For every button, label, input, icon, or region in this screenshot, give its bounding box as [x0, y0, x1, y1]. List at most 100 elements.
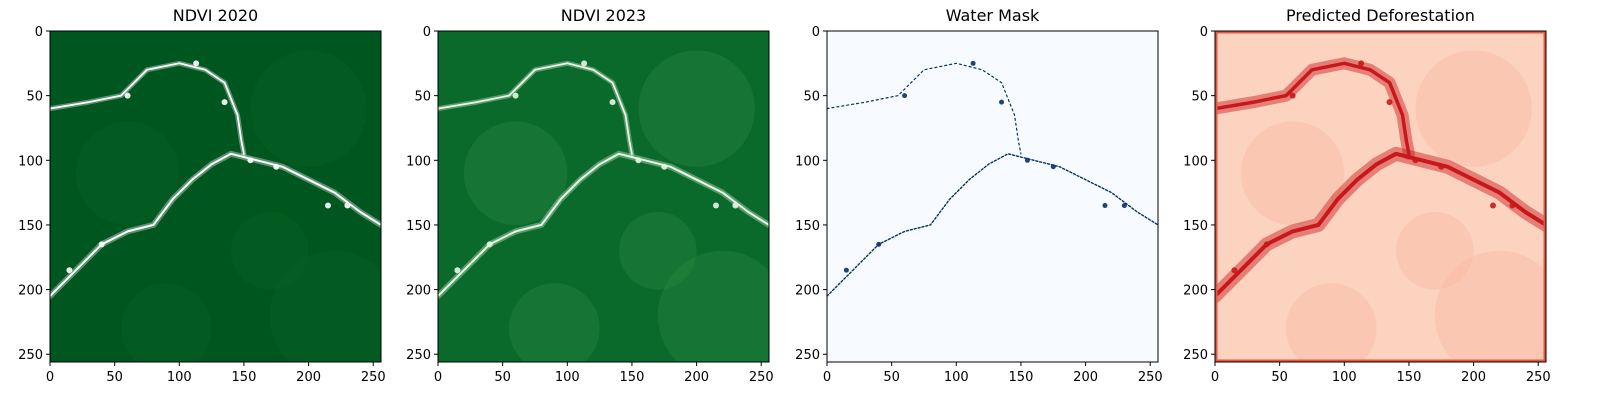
feature-cluster: [661, 163, 668, 170]
texture-blob: [1286, 283, 1377, 362]
y-tick-label: 150: [406, 219, 431, 234]
y-tick-label: 250: [1183, 348, 1208, 363]
feature-cluster: [999, 99, 1005, 105]
edge-artifact: [1215, 31, 1546, 362]
x-tick-label: 50: [883, 370, 900, 385]
feature-cluster: [843, 267, 849, 273]
river-line: [50, 152, 381, 298]
texture-blob: [657, 250, 769, 362]
y-tick-label: 50: [26, 90, 43, 105]
x-tick-label: 250: [1526, 370, 1551, 385]
feature-cluster: [581, 60, 588, 67]
y-tick-label: 0: [35, 25, 43, 40]
feature-cluster: [1386, 99, 1393, 106]
feature-cluster: [193, 60, 200, 67]
feature-cluster: [1438, 163, 1445, 170]
panel-title: Predicted Deforestation: [1286, 6, 1475, 25]
tributary-line: [438, 62, 633, 155]
x-tick-label: 50: [1271, 370, 1288, 385]
feature-cluster: [902, 93, 908, 99]
tributary-line: [1215, 61, 1411, 156]
y-tick-label: 200: [18, 284, 43, 299]
feature-cluster: [1050, 164, 1056, 170]
y-tick-label: 250: [18, 348, 43, 363]
y-tick-label: 100: [406, 154, 431, 169]
texture-blob: [619, 212, 697, 290]
river-line: [438, 152, 769, 298]
x-tick-label: 250: [749, 370, 774, 385]
panel-title: NDVI 2023: [561, 6, 646, 25]
texture-blob: [463, 121, 568, 225]
y-tick-label: 150: [795, 219, 820, 234]
axes-frame: [437, 30, 770, 363]
feature-cluster: [876, 241, 882, 247]
feature-cluster: [98, 241, 105, 248]
feature-cluster: [732, 202, 739, 209]
feature-cluster: [1289, 92, 1296, 99]
axes-frame: [49, 30, 382, 363]
x-tick-label: 100: [1332, 370, 1357, 385]
y-tick-label: 50: [803, 90, 820, 105]
x-tick-label: 50: [494, 370, 511, 385]
feature-cluster: [324, 202, 331, 209]
heatmap-background: [827, 31, 1158, 362]
y-tick-label: 0: [423, 25, 431, 40]
y-tick-label: 200: [406, 284, 431, 299]
y-tick-label: 0: [812, 25, 820, 40]
feature-cluster: [344, 202, 351, 209]
y-tick-label: 0: [1200, 25, 1208, 40]
x-tick-label: 0: [434, 370, 442, 385]
y-tick-label: 250: [795, 348, 820, 363]
feature-cluster: [1412, 157, 1419, 164]
texture-blob: [250, 50, 367, 167]
panel-title: Water Mask: [946, 6, 1040, 25]
heatmap-background: [438, 31, 769, 362]
x-tick-label: 200: [684, 370, 709, 385]
feature-cluster: [454, 267, 461, 274]
river-line: [1215, 151, 1546, 299]
x-tick-label: 100: [555, 370, 580, 385]
feature-cluster: [970, 60, 976, 66]
feature-cluster: [635, 157, 642, 164]
y-tick-label: 50: [414, 90, 431, 105]
texture-blob: [1240, 121, 1345, 225]
y-tick-label: 150: [1183, 219, 1208, 234]
x-tick-label: 250: [361, 370, 386, 385]
feature-cluster: [1102, 203, 1108, 209]
texture-blob: [121, 283, 212, 362]
feature-cluster: [712, 202, 719, 209]
x-tick-label: 200: [296, 370, 321, 385]
y-tick-label: 250: [406, 348, 431, 363]
panel-title: NDVI 2020: [173, 6, 258, 25]
x-tick-label: 250: [1138, 370, 1163, 385]
feature-cluster: [512, 92, 519, 99]
y-tick-label: 50: [1191, 90, 1208, 105]
feature-cluster: [273, 163, 280, 170]
y-tick-label: 100: [18, 154, 43, 169]
texture-blob: [269, 250, 381, 362]
x-tick-label: 150: [232, 370, 257, 385]
heatmap-background: [1215, 31, 1546, 362]
x-tick-label: 200: [1073, 370, 1098, 385]
axes-frame: [826, 30, 1159, 363]
texture-blob: [75, 121, 180, 225]
feature-cluster: [486, 241, 493, 248]
texture-blob: [509, 283, 600, 362]
x-tick-label: 0: [823, 370, 831, 385]
feature-cluster: [1231, 267, 1238, 274]
feature-cluster: [66, 267, 73, 274]
feature-cluster: [1121, 203, 1127, 209]
axes-frame: [1214, 30, 1547, 363]
texture-blob: [1415, 50, 1532, 167]
x-tick-label: 150: [620, 370, 645, 385]
texture-blob: [231, 212, 309, 290]
feature-cluster: [1509, 202, 1516, 209]
texture-blob: [638, 50, 755, 167]
x-tick-label: 0: [46, 370, 54, 385]
texture-blob: [1434, 250, 1546, 362]
y-tick-label: 100: [1183, 154, 1208, 169]
